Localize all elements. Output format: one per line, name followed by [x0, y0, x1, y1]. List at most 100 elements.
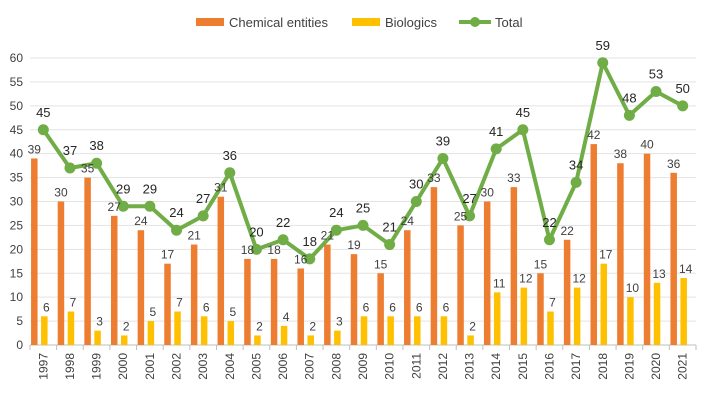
total-label: 29 — [116, 181, 130, 196]
chemical-entities-label: 30 — [481, 186, 495, 200]
chemical-entities-label: 36 — [667, 157, 681, 171]
total-point — [197, 210, 209, 222]
x-tick-label: 2013 — [463, 353, 477, 380]
bar-biologics — [680, 278, 687, 345]
x-tick-label: 2018 — [596, 353, 610, 380]
chemical-entities-label: 21 — [321, 229, 335, 243]
total-label: 38 — [89, 138, 103, 153]
x-tick-label: 2003 — [196, 353, 210, 380]
bar-chemical-entities — [164, 263, 171, 345]
bar-biologics — [280, 325, 288, 345]
biologics-label: 7 — [70, 296, 77, 310]
x-tick-label: 2020 — [649, 353, 663, 380]
chemical-entities-label: 19 — [347, 238, 361, 252]
y-tick-label: 30 — [10, 195, 24, 209]
total-point — [543, 234, 555, 246]
biologics-label: 4 — [283, 310, 290, 324]
bar-biologics — [520, 287, 528, 345]
chemical-entities-label: 25 — [454, 209, 468, 223]
biologics-label: 2 — [123, 319, 130, 333]
legend-swatch-biologics — [352, 18, 380, 26]
chemical-entities-label: 33 — [507, 171, 521, 185]
biologics-label: 5 — [229, 305, 236, 319]
total-label: 50 — [675, 81, 689, 96]
total-label: 48 — [622, 90, 636, 105]
bar-chemical-entities — [590, 144, 598, 345]
bar-chemical-entities — [270, 258, 278, 345]
total-point — [64, 162, 76, 174]
legend-label-biologics: Biologics — [385, 15, 438, 30]
total-point — [224, 167, 236, 179]
bar-biologics — [627, 297, 634, 345]
bar-biologics — [120, 335, 128, 345]
legend: Chemical entities Biologics Total — [196, 15, 523, 30]
x-tick-label: 2012 — [436, 353, 450, 380]
biologics-label: 6 — [389, 300, 396, 314]
total-label: 21 — [382, 220, 396, 235]
total-label: 53 — [649, 66, 663, 81]
y-tick-label: 60 — [10, 51, 24, 65]
bar-biologics — [573, 287, 581, 345]
x-tick-label: 2015 — [516, 353, 530, 380]
total-label: 27 — [196, 191, 210, 206]
bar-chemical-entities — [324, 244, 331, 345]
biologics-label: 2 — [256, 319, 263, 333]
biologics-label: 6 — [43, 300, 50, 314]
chemical-entities-label: 35 — [81, 162, 95, 176]
total-label: 29 — [143, 181, 157, 196]
total-point — [91, 157, 103, 169]
legend-label-chemical-entities: Chemical entities — [229, 15, 328, 30]
total-point — [304, 253, 316, 265]
y-tick-label: 15 — [10, 266, 24, 280]
chemical-entities-label: 27 — [108, 200, 122, 214]
biologics-label: 14 — [679, 262, 693, 276]
y-tick-label: 5 — [16, 314, 23, 328]
bar-biologics — [440, 316, 448, 345]
total-label: 20 — [249, 224, 263, 239]
bar-biologics — [174, 311, 181, 345]
total-point — [250, 243, 262, 255]
total-label: 45 — [36, 105, 50, 120]
total-label: 41 — [489, 124, 503, 139]
total-label: 22 — [542, 215, 556, 230]
chemical-entities-label: 31 — [214, 181, 228, 195]
total-label: 45 — [516, 105, 530, 120]
chemical-entities-label: 15 — [534, 257, 548, 271]
bar-biologics — [387, 316, 394, 345]
x-tick-label: 2010 — [383, 353, 397, 380]
y-tick-label: 25 — [10, 218, 24, 232]
total-label: 36 — [223, 148, 237, 163]
biologics-label: 13 — [652, 267, 666, 281]
total-point — [677, 100, 689, 112]
total-point — [597, 57, 609, 69]
x-tick-label: 2008 — [329, 353, 343, 380]
biologics-label: 6 — [363, 300, 370, 314]
total-point — [650, 85, 662, 97]
biologics-label: 6 — [416, 300, 423, 314]
bar-biologics — [307, 335, 314, 345]
biologics-label: 3 — [336, 315, 343, 329]
bar-chemical-entities — [537, 273, 544, 345]
chemical-entities-label: 15 — [374, 257, 388, 271]
total-label: 24 — [169, 205, 183, 220]
y-tick-label: 20 — [10, 242, 24, 256]
total-label: 25 — [356, 200, 370, 215]
biologics-label: 10 — [626, 281, 640, 295]
x-tick-label: 2001 — [143, 353, 157, 380]
bar-biologics — [200, 316, 208, 345]
total-label: 37 — [63, 143, 77, 158]
bar-chemical-entities — [297, 268, 304, 345]
y-tick-label: 40 — [10, 147, 24, 161]
total-point — [357, 219, 369, 231]
chemical-entities-label: 17 — [161, 248, 175, 262]
biologics-label: 2 — [309, 319, 316, 333]
total-point — [464, 210, 476, 222]
bar-chemical-entities — [404, 230, 411, 345]
y-tick-label: 45 — [10, 123, 24, 137]
x-tick-label: 2017 — [569, 353, 583, 380]
x-axis: 1997 1998 1999 2000 2001 2002 2003 2004 2005 2006… — [29, 345, 697, 380]
bar-biologics — [334, 330, 341, 345]
bar-biologics — [227, 321, 235, 345]
bar-biologics — [467, 335, 474, 345]
bar-chemical-entities — [57, 201, 65, 345]
